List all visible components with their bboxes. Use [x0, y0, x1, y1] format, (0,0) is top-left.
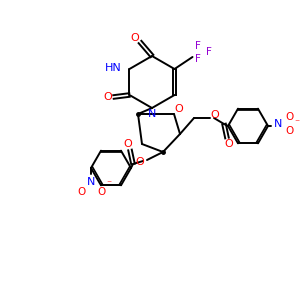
Text: F: F — [206, 47, 212, 57]
Text: N: N — [87, 177, 95, 187]
Text: O: O — [225, 139, 233, 149]
Text: O: O — [103, 92, 112, 102]
Text: O: O — [211, 110, 219, 120]
Text: F: F — [195, 41, 200, 51]
Text: O: O — [130, 33, 140, 43]
Text: O: O — [77, 187, 85, 197]
Text: N: N — [148, 109, 156, 119]
Text: N: N — [274, 119, 282, 129]
Text: O: O — [285, 112, 293, 122]
Text: O: O — [175, 104, 183, 114]
Text: O: O — [124, 139, 132, 149]
Text: HN: HN — [105, 63, 122, 73]
Text: F: F — [195, 54, 200, 64]
Text: O: O — [136, 157, 144, 167]
Text: ⁻: ⁻ — [106, 179, 112, 189]
Text: ⁻: ⁻ — [294, 118, 300, 128]
Text: O: O — [97, 187, 105, 197]
Text: O: O — [285, 126, 293, 136]
